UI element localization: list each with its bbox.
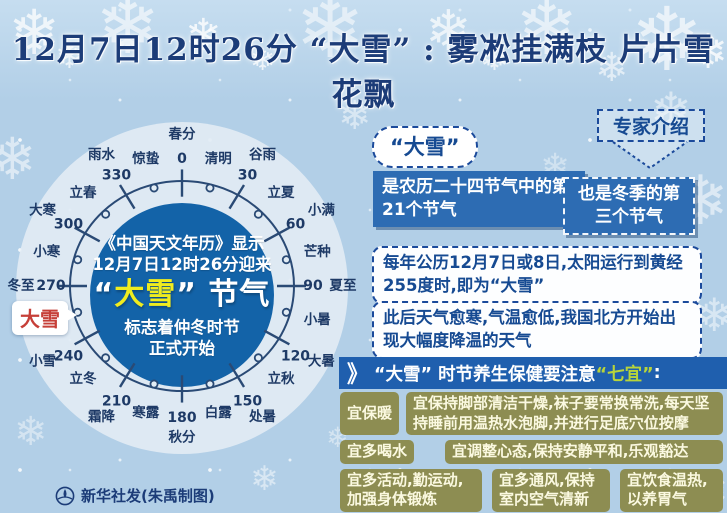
info-box-winter-third: 也是冬季的第三个节气 bbox=[563, 177, 695, 235]
health-title-highlight: “七宜” bbox=[595, 364, 654, 385]
svg-text:330: 330 bbox=[102, 167, 131, 183]
svg-text:白露: 白露 bbox=[205, 404, 232, 421]
svg-text:春分: 春分 bbox=[168, 126, 196, 143]
svg-text:夏至: 夏至 bbox=[329, 278, 357, 294]
dial-time-line: 12月7日12时26分迎来 bbox=[92, 254, 272, 274]
health-title-pre: “大雪” 时节养生保健要注意 bbox=[374, 364, 596, 385]
expert-badge: 专家介绍 bbox=[597, 109, 705, 142]
health-title-post: : bbox=[653, 363, 661, 383]
dial-note-line1: 标志着仲冬时节 bbox=[124, 318, 240, 337]
quote-close: ” bbox=[176, 277, 197, 312]
svg-text:清明: 清明 bbox=[205, 150, 232, 167]
svg-text:30: 30 bbox=[238, 167, 258, 183]
snowflake-icon bbox=[0, 130, 37, 188]
daxue-callout-label: 大雪 bbox=[20, 307, 60, 331]
svg-text:立夏: 立夏 bbox=[267, 184, 294, 201]
credit-line: 新华社发(朱禹制图) bbox=[55, 485, 215, 506]
info-box-date-definition: 每年公历12月7日或8日,太阳运行到黄经255度时,即为“大雪” bbox=[372, 246, 702, 304]
svg-text:冬至: 冬至 bbox=[8, 277, 35, 294]
svg-text:秋分: 秋分 bbox=[169, 428, 196, 445]
dial-source-line: 《中国天文年历》显示 bbox=[99, 233, 265, 253]
callout-tail-icon bbox=[67, 309, 77, 321]
health-tip: 宜多活动,勤运动,加强身体锻炼 bbox=[340, 468, 482, 512]
svg-text:0: 0 bbox=[177, 151, 187, 167]
svg-text:小雪: 小雪 bbox=[29, 353, 56, 370]
info-box-weather: 此后天气愈寒,气温愈低,我国北方开始出现大幅度降温的天气 bbox=[372, 301, 702, 359]
svg-text:惊蛰: 惊蛰 bbox=[131, 150, 159, 167]
health-tip: 宜多喝水 bbox=[340, 440, 415, 464]
svg-text:雨水: 雨水 bbox=[88, 146, 115, 163]
svg-text:立春: 立春 bbox=[70, 184, 97, 201]
dial-note-line2: 正式开始 bbox=[149, 339, 215, 359]
credit-text: 新华社发(朱禹制图) bbox=[81, 487, 215, 505]
quote-open: “ bbox=[93, 277, 115, 312]
info-box-21st-term: 是农历二十四节气中的第21个节气 bbox=[373, 171, 585, 227]
title-band bbox=[0, 0, 727, 100]
svg-text:芒种: 芒种 bbox=[304, 243, 331, 260]
health-tip: 宜多通风,保持室内空气清新 bbox=[492, 468, 610, 512]
health-tip: 宜调整心态,保持安静平和,乐观豁达 bbox=[445, 440, 723, 464]
svg-text:210: 210 bbox=[102, 394, 131, 410]
daxue-callout: 大雪 bbox=[12, 301, 77, 335]
health-tips-list: 宜保暖 宜保持脚部清洁干燥,袜子要常换常洗,每天坚持睡前用温热水泡脚,并进行足底穴… bbox=[340, 392, 723, 513]
daxue-bubble: “大雪” bbox=[372, 126, 478, 168]
svg-text:谷雨: 谷雨 bbox=[249, 147, 276, 163]
snowflake-icon bbox=[14, 412, 48, 452]
svg-text:小满: 小满 bbox=[308, 201, 335, 218]
svg-text:霜降: 霜降 bbox=[87, 408, 115, 425]
dial-center-text: 《中国天文年历》显示 12月7日12时26分迎来 “大雪” 节气 标志着仲冬时节… bbox=[57, 220, 307, 372]
expert-badge-pointer-icon bbox=[612, 141, 688, 170]
page-title: 12月7日12时26分 “大雪” : 雾凇挂满枝 片片雪花飘 bbox=[11, 32, 716, 113]
svg-text:大寒: 大寒 bbox=[29, 201, 56, 218]
dial-term-title: “大雪” 节气 bbox=[94, 280, 271, 310]
svg-text:处暑: 处暑 bbox=[248, 408, 276, 425]
term-suffix: 节气 bbox=[196, 277, 271, 312]
double-chevron-icon: 》 bbox=[347, 360, 368, 388]
xinhua-logo bbox=[55, 486, 75, 505]
term-name: 大雪 bbox=[114, 277, 177, 312]
svg-text:立冬: 立冬 bbox=[70, 370, 97, 387]
svg-text:180: 180 bbox=[167, 410, 196, 426]
svg-text:大暑: 大暑 bbox=[308, 353, 335, 370]
svg-text:寒露: 寒露 bbox=[132, 404, 159, 421]
health-tip-row: 宜保暖 宜保持脚部清洁干燥,袜子要常换常洗,每天坚持睡前用温热水泡脚,并进行足底穴… bbox=[340, 392, 723, 435]
health-tip: 宜保持脚部清洁干燥,袜子要常换常洗,每天坚持睡前用温热水泡脚,并进行足底穴位按摩 bbox=[406, 392, 723, 435]
health-tip: 宜保暖 bbox=[340, 392, 400, 435]
snowflake-icon bbox=[250, 462, 279, 496]
health-tip-row: 宜多活动,勤运动,加强身体锻炼 宜多通风,保持室内空气清新 宜饮食温热,以养胃气 bbox=[340, 468, 723, 512]
health-section-header: 》 “大雪” 时节养生保健要注意 “七宜” : bbox=[339, 357, 727, 389]
svg-text:小暑: 小暑 bbox=[304, 312, 331, 328]
health-tip-row: 宜多喝水 宜调整心态,保持安静平和,乐观豁达 bbox=[340, 440, 723, 464]
svg-text:150: 150 bbox=[233, 394, 262, 410]
health-tip: 宜饮食温热,以养胃气 bbox=[620, 468, 723, 512]
svg-text:立秋: 立秋 bbox=[267, 370, 294, 387]
